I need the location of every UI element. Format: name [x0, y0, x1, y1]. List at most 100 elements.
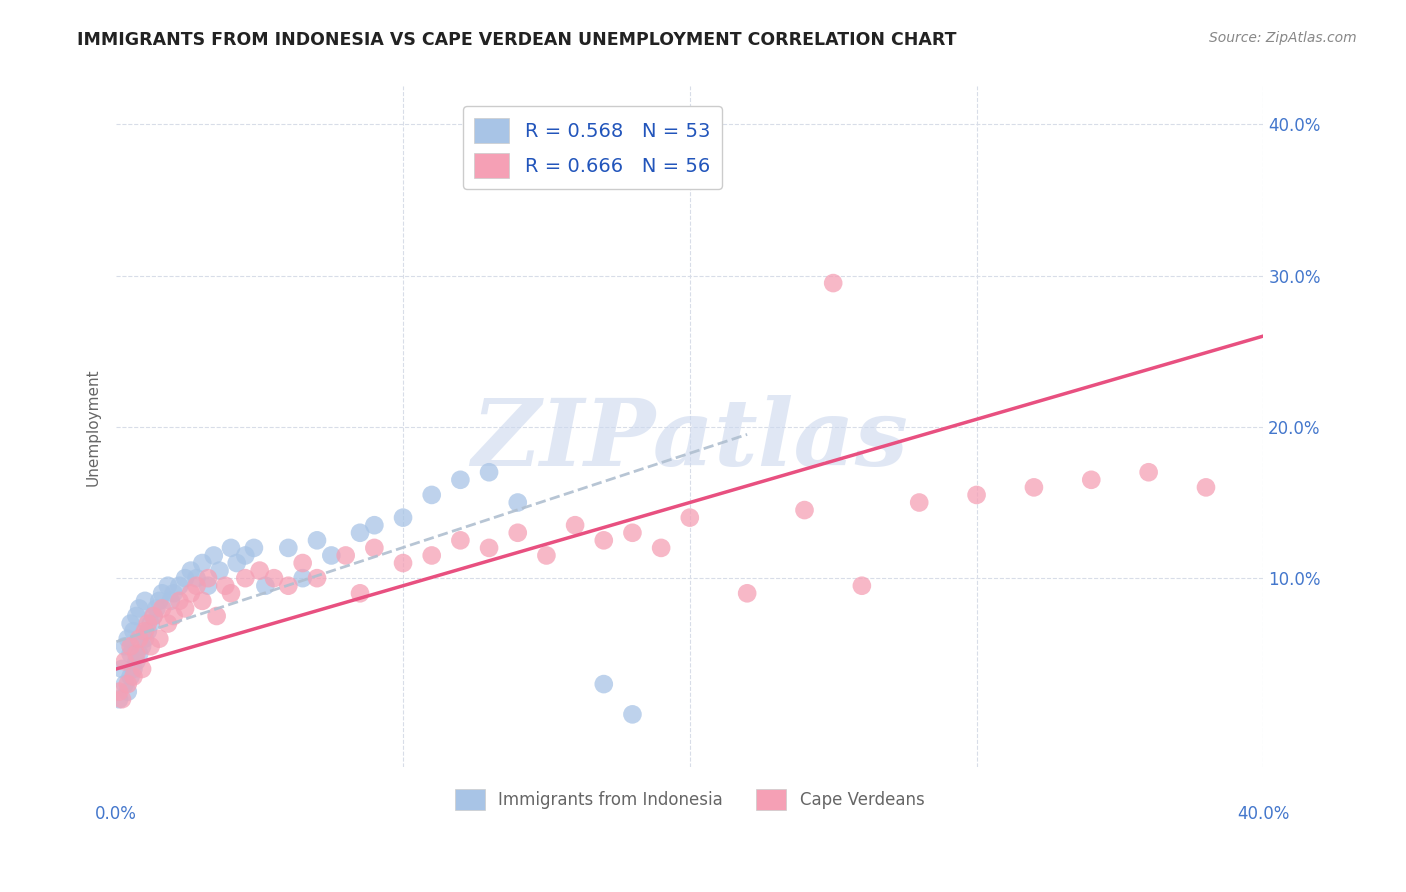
Point	[117, 632, 139, 646]
Point	[851, 579, 873, 593]
Point	[420, 488, 443, 502]
Point	[120, 669, 142, 683]
Point	[125, 654, 148, 668]
Point	[592, 677, 614, 691]
Point	[150, 601, 173, 615]
Point	[449, 473, 471, 487]
Point	[191, 556, 214, 570]
Point	[564, 518, 586, 533]
Point	[186, 571, 208, 585]
Point	[506, 525, 529, 540]
Point	[111, 692, 134, 706]
Point	[180, 564, 202, 578]
Point	[174, 601, 197, 615]
Point	[349, 525, 371, 540]
Point	[392, 510, 415, 524]
Y-axis label: Unemployment: Unemployment	[86, 368, 100, 485]
Point	[793, 503, 815, 517]
Point	[1137, 465, 1160, 479]
Point	[205, 609, 228, 624]
Point	[145, 601, 167, 615]
Point	[219, 586, 242, 600]
Point	[148, 594, 170, 608]
Point	[277, 579, 299, 593]
Point	[735, 586, 758, 600]
Point	[136, 616, 159, 631]
Text: ZIPatlas: ZIPatlas	[471, 395, 908, 485]
Point	[128, 632, 150, 646]
Point	[148, 632, 170, 646]
Point	[621, 707, 644, 722]
Point	[128, 601, 150, 615]
Point	[139, 640, 162, 654]
Point	[243, 541, 266, 555]
Point	[908, 495, 931, 509]
Point	[186, 579, 208, 593]
Point	[1022, 480, 1045, 494]
Point	[117, 684, 139, 698]
Point	[142, 609, 165, 624]
Point	[111, 662, 134, 676]
Text: IMMIGRANTS FROM INDONESIA VS CAPE VERDEAN UNEMPLOYMENT CORRELATION CHART: IMMIGRANTS FROM INDONESIA VS CAPE VERDEA…	[77, 31, 957, 49]
Point	[162, 609, 184, 624]
Point	[174, 571, 197, 585]
Text: 40.0%: 40.0%	[1237, 805, 1289, 823]
Point	[249, 564, 271, 578]
Point	[254, 579, 277, 593]
Point	[125, 647, 148, 661]
Point	[263, 571, 285, 585]
Point	[134, 594, 156, 608]
Point	[122, 662, 145, 676]
Text: 0.0%: 0.0%	[96, 805, 138, 823]
Point	[139, 616, 162, 631]
Point	[506, 495, 529, 509]
Point	[291, 571, 314, 585]
Point	[650, 541, 672, 555]
Point	[321, 549, 343, 563]
Point	[592, 533, 614, 548]
Point	[233, 549, 256, 563]
Point	[225, 556, 247, 570]
Point	[1195, 480, 1218, 494]
Point	[131, 640, 153, 654]
Point	[131, 662, 153, 676]
Point	[335, 549, 357, 563]
Point	[114, 677, 136, 691]
Point	[202, 549, 225, 563]
Point	[305, 571, 328, 585]
Point	[120, 616, 142, 631]
Point	[134, 632, 156, 646]
Point	[122, 669, 145, 683]
Point	[392, 556, 415, 570]
Point	[449, 533, 471, 548]
Point	[180, 586, 202, 600]
Point	[966, 488, 988, 502]
Point	[142, 609, 165, 624]
Point	[478, 541, 501, 555]
Point	[128, 647, 150, 661]
Point	[150, 586, 173, 600]
Point	[125, 609, 148, 624]
Point	[108, 692, 131, 706]
Point	[156, 616, 179, 631]
Point	[114, 654, 136, 668]
Point	[197, 579, 219, 593]
Point	[621, 525, 644, 540]
Point	[136, 624, 159, 639]
Point	[191, 594, 214, 608]
Point	[156, 579, 179, 593]
Point	[214, 579, 236, 593]
Point	[208, 564, 231, 578]
Point	[108, 684, 131, 698]
Point	[363, 541, 385, 555]
Point	[363, 518, 385, 533]
Point	[478, 465, 501, 479]
Text: Source: ZipAtlas.com: Source: ZipAtlas.com	[1209, 31, 1357, 45]
Point	[277, 541, 299, 555]
Point	[305, 533, 328, 548]
Point	[159, 594, 181, 608]
Point	[197, 571, 219, 585]
Point	[291, 556, 314, 570]
Point	[122, 624, 145, 639]
Point	[1080, 473, 1102, 487]
